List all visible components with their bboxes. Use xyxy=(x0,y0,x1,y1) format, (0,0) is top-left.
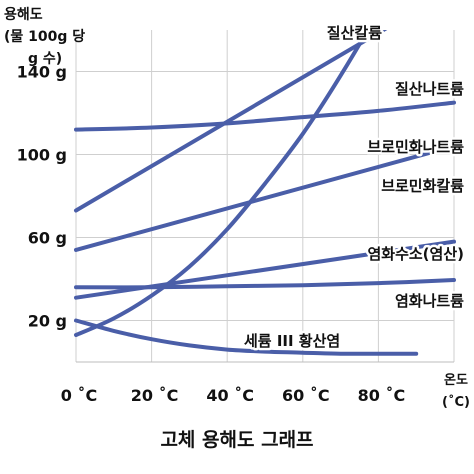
series-lines xyxy=(74,30,456,356)
x-axis-title-line-2: (˚C) xyxy=(442,394,470,410)
series-line-cerium-sulfate xyxy=(74,318,419,356)
series-line-sodium-bromide xyxy=(74,100,456,132)
grid xyxy=(75,30,455,362)
series-line-sodium-chloride xyxy=(74,278,456,290)
x-tick-label: 80 ˚C xyxy=(358,386,406,405)
x-axis-title-line-1: 온도 xyxy=(444,373,468,388)
x-tick-label: 40 ˚C xyxy=(206,386,254,405)
labels: 용해도 (물 100g 당 g 수) 온도 (˚C) 고체 용해도 그래프 20… xyxy=(4,7,470,451)
series-label-hydrogen-chloride: 염화수소(염산) xyxy=(367,245,464,263)
x-tick-label: 60 ˚C xyxy=(282,386,330,405)
series-label-potassium-nitrate: 질산칼륨 xyxy=(327,24,382,42)
y-tick-label: 100 g xyxy=(17,146,67,165)
x-tick-label: 20 ˚C xyxy=(131,386,179,405)
series-line-sodium-nitrate xyxy=(74,30,388,213)
series-line-potassium-bromide xyxy=(74,144,456,252)
chart-title: 고체 용해도 그래프 xyxy=(160,429,313,451)
series-label-sodium-nitrate: 질산나트륨 xyxy=(395,80,464,98)
series-label-sodium-chloride: 염화나트륨 xyxy=(395,292,464,310)
y-tick-label: 60 g xyxy=(28,229,67,248)
y-axis-title-line-3: g 수) xyxy=(28,51,62,67)
y-axis-title-line-2: (물 100g 당 xyxy=(4,28,85,45)
y-tick-label: 140 g xyxy=(17,63,67,82)
series-label-potassium-bromide: 브로민화칼륨 xyxy=(381,177,464,195)
y-tick-label: 20 g xyxy=(28,312,67,331)
series-label-cerium-sulfate: 세륨 III 황산염 xyxy=(244,332,340,350)
y-axis-title-line-1: 용해도 xyxy=(4,7,43,23)
x-tick-label: 0 ˚C xyxy=(61,386,97,405)
series-label-sodium-bromide: 브로민화나트륨 xyxy=(367,138,464,156)
